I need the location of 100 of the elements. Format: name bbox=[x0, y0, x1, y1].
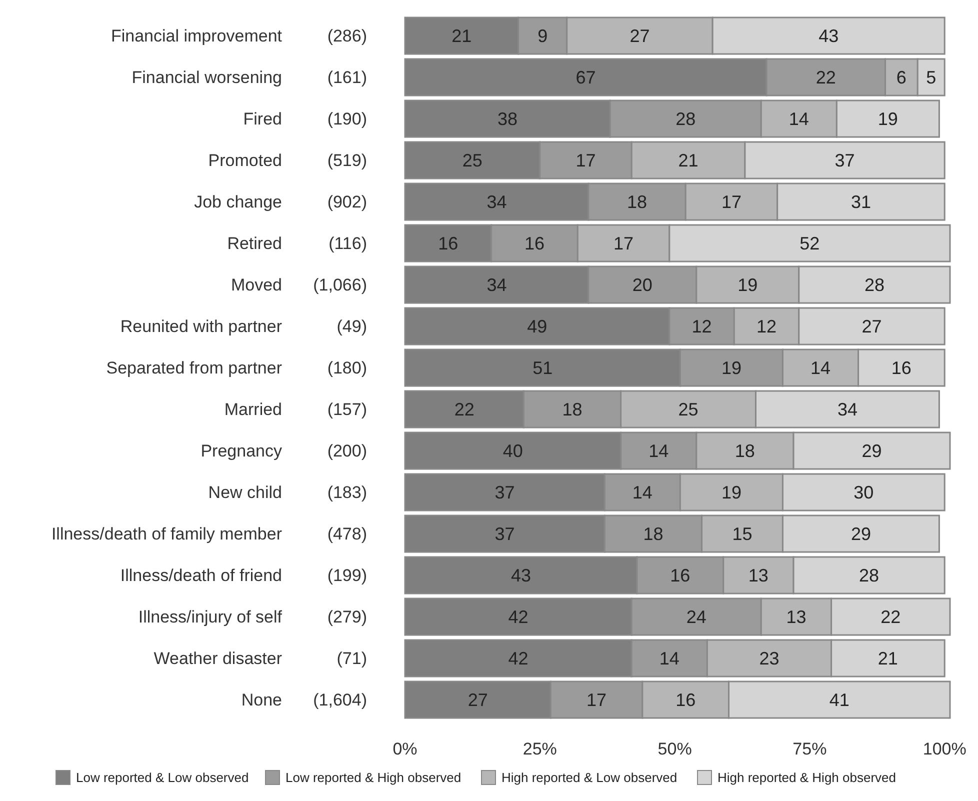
data-label: 12 bbox=[756, 316, 777, 337]
y2-tick-label: (49) bbox=[336, 317, 367, 336]
y-tick-label: Reunited with partner bbox=[120, 317, 282, 336]
data-label: 28 bbox=[859, 566, 880, 586]
y2-tick-label: (902) bbox=[327, 192, 367, 212]
y-tick-label: New child bbox=[208, 483, 282, 502]
data-label: 51 bbox=[532, 358, 553, 378]
data-label: 28 bbox=[864, 275, 884, 296]
y-tick-label: Illness/death of friend bbox=[120, 566, 282, 586]
y2-tick-label: (157) bbox=[327, 400, 367, 420]
data-label: 18 bbox=[562, 400, 582, 420]
data-label: 16 bbox=[438, 234, 458, 254]
data-label: 29 bbox=[850, 524, 871, 544]
y2-tick-label: (279) bbox=[327, 608, 367, 627]
data-label: 16 bbox=[670, 566, 690, 586]
data-label: 42 bbox=[508, 648, 528, 669]
y2-tick-label: (183) bbox=[327, 483, 367, 502]
x-tick-label: 75% bbox=[792, 740, 827, 758]
y2-tick-label: (200) bbox=[327, 442, 367, 461]
y-tick-label: Illness/death of family member bbox=[51, 524, 282, 544]
y2-tick-label: (190) bbox=[327, 110, 367, 129]
data-label: 6 bbox=[896, 68, 906, 88]
data-label: 18 bbox=[627, 192, 648, 212]
data-label: 43 bbox=[511, 566, 532, 586]
y-tick-label: Weather disaster bbox=[154, 649, 282, 668]
y-tick-label: None bbox=[241, 690, 282, 710]
data-label: 16 bbox=[524, 234, 545, 254]
legend-label: Low reported & High observed bbox=[286, 770, 462, 786]
data-label: 19 bbox=[878, 109, 898, 130]
data-label: 22 bbox=[880, 607, 901, 628]
data-label: 15 bbox=[732, 524, 752, 544]
y-tick-label: Fired bbox=[243, 110, 282, 129]
data-label: 37 bbox=[494, 482, 515, 503]
y2-tick-label: (1,066) bbox=[313, 276, 367, 295]
y2-tick-label: (199) bbox=[327, 566, 367, 586]
x-tick-label: 0% bbox=[392, 740, 418, 758]
y2-tick-label: (71) bbox=[336, 649, 367, 668]
data-label: 52 bbox=[800, 234, 820, 254]
data-label: 13 bbox=[786, 607, 806, 628]
y2-tick-label: (180) bbox=[327, 358, 367, 378]
data-label: 21 bbox=[678, 150, 698, 171]
data-label: 22 bbox=[454, 400, 474, 420]
data-label: 19 bbox=[721, 482, 742, 503]
data-label: 34 bbox=[837, 400, 858, 420]
y2-tick-label: (161) bbox=[327, 68, 367, 88]
data-label: 20 bbox=[632, 275, 652, 296]
y-tick-label: Job change bbox=[194, 192, 282, 212]
y-tick-label: Moved bbox=[230, 276, 282, 295]
data-label: 22 bbox=[816, 68, 836, 88]
data-label: 16 bbox=[676, 690, 696, 710]
data-label: 16 bbox=[891, 358, 912, 378]
data-label: 25 bbox=[462, 150, 482, 171]
data-label: 30 bbox=[854, 482, 874, 503]
data-label: 67 bbox=[576, 68, 596, 88]
data-label: 14 bbox=[659, 648, 680, 669]
data-label: 27 bbox=[630, 26, 650, 46]
x-tick-label: 25% bbox=[522, 740, 557, 758]
y-tick-label: Illness/injury of self bbox=[138, 608, 282, 627]
data-label: 41 bbox=[829, 690, 850, 710]
data-label: 21 bbox=[452, 26, 472, 46]
data-label: 42 bbox=[508, 607, 528, 628]
data-label: 18 bbox=[734, 441, 755, 462]
data-label: 40 bbox=[502, 441, 523, 462]
data-label: 25 bbox=[678, 400, 698, 420]
data-label: 14 bbox=[810, 358, 831, 378]
data-label: 14 bbox=[648, 441, 669, 462]
y-tick-label: Pregnancy bbox=[200, 442, 282, 461]
data-label: 31 bbox=[850, 192, 871, 212]
data-label: 18 bbox=[643, 524, 664, 544]
data-label: 19 bbox=[738, 275, 758, 296]
data-label: 21 bbox=[878, 648, 898, 669]
data-label: 34 bbox=[486, 192, 507, 212]
x-tick-label: 50% bbox=[658, 740, 692, 758]
y2-tick-label: (478) bbox=[327, 524, 367, 544]
data-label: 34 bbox=[486, 275, 507, 296]
data-label: 12 bbox=[692, 316, 712, 337]
data-label: 14 bbox=[788, 109, 809, 130]
data-label: 17 bbox=[721, 192, 742, 212]
y-tick-label: Separated from partner bbox=[106, 358, 282, 378]
data-label: 19 bbox=[721, 358, 742, 378]
legend-label: High reported & High observed bbox=[718, 770, 896, 786]
y2-tick-label: (519) bbox=[327, 151, 367, 170]
data-label: 27 bbox=[862, 316, 882, 337]
y2-tick-label: (286) bbox=[327, 26, 367, 46]
data-label: 28 bbox=[676, 109, 696, 130]
data-label: 27 bbox=[468, 690, 488, 710]
y2-tick-label: (1,604) bbox=[313, 690, 367, 710]
data-label: 29 bbox=[862, 441, 882, 462]
data-label: 13 bbox=[748, 566, 768, 586]
data-label: 37 bbox=[494, 524, 515, 544]
y-tick-label: Married bbox=[224, 400, 282, 420]
data-label: 17 bbox=[614, 234, 634, 254]
y-tick-label: Financial worsening bbox=[132, 68, 282, 88]
y2-tick-label: (116) bbox=[328, 234, 367, 254]
data-label: 43 bbox=[818, 26, 839, 46]
y-tick-label: Retired bbox=[227, 234, 282, 254]
data-label: 37 bbox=[834, 150, 855, 171]
data-label: 9 bbox=[538, 26, 548, 46]
x-tick-label: 100% bbox=[922, 740, 966, 758]
data-label: 14 bbox=[632, 482, 652, 503]
